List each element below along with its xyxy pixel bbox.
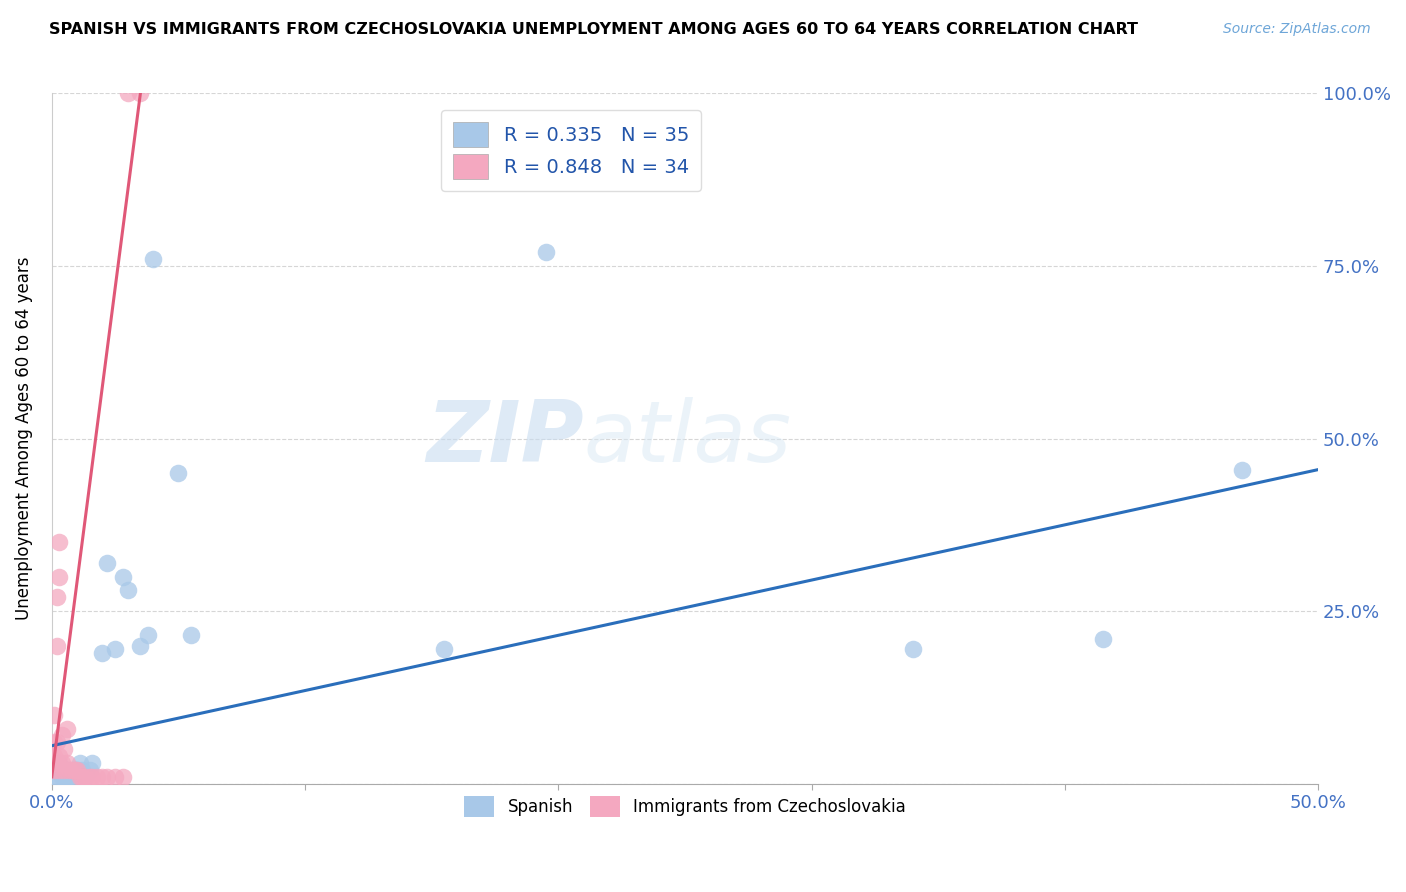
Point <box>86 770 108 784</box>
Point <box>180 628 202 642</box>
Point <box>901 642 924 657</box>
Point <box>82 756 104 770</box>
Point <box>66 763 89 777</box>
Point <box>45 735 67 749</box>
Point <box>91 646 114 660</box>
Text: SPANISH VS IMMIGRANTS FROM CZECHOSLOVAKIA UNEMPLOYMENT AMONG AGES 60 TO 64 YEARS: SPANISH VS IMMIGRANTS FROM CZECHOSLOVAKI… <box>49 22 1139 37</box>
Point <box>534 245 557 260</box>
Point <box>129 639 152 653</box>
Point <box>51 770 73 784</box>
Point <box>48 569 70 583</box>
Point <box>45 763 67 777</box>
Text: atlas: atlas <box>583 397 792 480</box>
Point <box>45 756 67 770</box>
Point <box>117 583 139 598</box>
Point <box>142 252 165 266</box>
Point <box>44 707 66 722</box>
Point <box>63 763 86 777</box>
Point <box>69 756 91 770</box>
Point <box>60 770 83 784</box>
Point <box>56 756 79 770</box>
Point <box>56 763 79 777</box>
Point <box>48 535 70 549</box>
Point <box>433 642 456 657</box>
Point <box>73 770 96 784</box>
Point <box>58 763 80 777</box>
Point <box>44 735 66 749</box>
Point <box>79 770 101 784</box>
Point <box>104 642 127 657</box>
Point <box>66 763 89 777</box>
Point <box>167 466 190 480</box>
Point <box>53 763 76 777</box>
Point <box>53 742 76 756</box>
Point <box>73 770 96 784</box>
Point <box>96 770 118 784</box>
Point <box>48 763 70 777</box>
Point <box>56 722 79 736</box>
Point <box>136 628 159 642</box>
Point <box>45 639 67 653</box>
Point <box>70 770 93 784</box>
Point <box>48 756 70 770</box>
Point <box>51 756 73 770</box>
Legend: Spanish, Immigrants from Czechoslovakia: Spanish, Immigrants from Czechoslovakia <box>457 789 912 823</box>
Point <box>51 728 73 742</box>
Point <box>91 770 114 784</box>
Point <box>53 763 76 777</box>
Point <box>82 770 104 784</box>
Point <box>79 763 101 777</box>
Point <box>45 770 67 784</box>
Y-axis label: Unemployment Among Ages 60 to 64 years: Unemployment Among Ages 60 to 64 years <box>15 257 32 620</box>
Point <box>104 770 127 784</box>
Point <box>53 770 76 784</box>
Point <box>44 763 66 777</box>
Point <box>117 87 139 101</box>
Point <box>44 770 66 784</box>
Point <box>1230 462 1253 476</box>
Point <box>1091 632 1114 646</box>
Point <box>96 556 118 570</box>
Point <box>48 763 70 777</box>
Text: ZIP: ZIP <box>426 397 583 480</box>
Point <box>45 591 67 605</box>
Point <box>58 770 80 784</box>
Point <box>56 770 79 784</box>
Point <box>51 766 73 780</box>
Point <box>44 749 66 764</box>
Point <box>60 763 83 777</box>
Point <box>111 569 134 583</box>
Point <box>48 749 70 764</box>
Point <box>70 763 93 777</box>
Text: Source: ZipAtlas.com: Source: ZipAtlas.com <box>1223 22 1371 37</box>
Point <box>111 770 134 784</box>
Point <box>129 87 152 101</box>
Point <box>69 770 91 784</box>
Point <box>63 763 86 777</box>
